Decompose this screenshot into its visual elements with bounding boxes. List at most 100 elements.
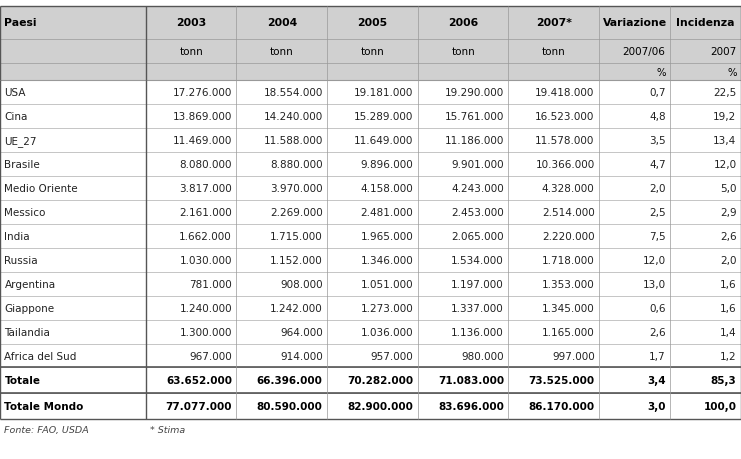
Text: tonn: tonn [179, 47, 203, 57]
Text: 2,5: 2,5 [649, 207, 665, 218]
Text: 11.588.000: 11.588.000 [263, 136, 322, 146]
Text: 9.896.000: 9.896.000 [361, 160, 413, 170]
Text: Africa del Sud: Africa del Sud [4, 351, 77, 361]
Text: 3.970.000: 3.970.000 [270, 184, 322, 194]
Text: 19.418.000: 19.418.000 [535, 88, 595, 98]
Text: 1,4: 1,4 [720, 327, 737, 337]
Text: tonn: tonn [361, 47, 385, 57]
Text: 2.269.000: 2.269.000 [270, 207, 322, 218]
Text: Medio Oriente: Medio Oriente [4, 184, 78, 194]
Text: India: India [4, 231, 30, 241]
Text: Incidenza: Incidenza [677, 18, 735, 28]
Text: 1.534.000: 1.534.000 [451, 255, 504, 265]
Text: 1,6: 1,6 [720, 303, 737, 313]
Text: 9.901.000: 9.901.000 [451, 160, 504, 170]
Text: 19,2: 19,2 [714, 112, 737, 122]
Text: 1.240.000: 1.240.000 [179, 303, 232, 313]
Text: 2007/06: 2007/06 [622, 47, 665, 57]
Text: 2007: 2007 [711, 47, 737, 57]
Text: 1.165.000: 1.165.000 [542, 327, 595, 337]
Text: 19.181.000: 19.181.000 [354, 88, 413, 98]
Text: 964.000: 964.000 [280, 327, 322, 337]
Bar [0, 224, 741, 248]
Bar [0, 177, 741, 201]
Text: 914.000: 914.000 [280, 351, 322, 361]
Text: Russia: Russia [4, 255, 38, 265]
Bar [0, 272, 741, 296]
Text: 2.065.000: 2.065.000 [451, 231, 504, 241]
Text: 1.345.000: 1.345.000 [542, 303, 595, 313]
Text: 1.346.000: 1.346.000 [361, 255, 413, 265]
Text: Paesi: Paesi [4, 18, 37, 28]
Text: 13,4: 13,4 [714, 136, 737, 146]
Text: %: % [727, 67, 737, 78]
Text: tonn: tonn [542, 47, 565, 57]
Bar [0, 296, 741, 320]
Text: 1.036.000: 1.036.000 [361, 327, 413, 337]
Text: 1,7: 1,7 [649, 351, 665, 361]
Text: 908.000: 908.000 [280, 279, 322, 289]
Text: 8.880.000: 8.880.000 [270, 160, 322, 170]
Text: 4,8: 4,8 [649, 112, 665, 122]
Text: 5,0: 5,0 [720, 184, 737, 194]
Text: 1.242.000: 1.242.000 [270, 303, 322, 313]
Text: Fonte: FAO, USDA: Fonte: FAO, USDA [4, 425, 89, 434]
Text: 86.170.000: 86.170.000 [528, 401, 595, 411]
Text: 11.649.000: 11.649.000 [354, 136, 413, 146]
Text: 967.000: 967.000 [189, 351, 232, 361]
Text: 1.337.000: 1.337.000 [451, 303, 504, 313]
Text: 2.220.000: 2.220.000 [542, 231, 595, 241]
Text: 8.080.000: 8.080.000 [179, 160, 232, 170]
Bar [0, 201, 741, 224]
Text: Cina: Cina [4, 112, 28, 122]
Bar [0, 129, 741, 153]
Text: 2005: 2005 [357, 18, 388, 28]
Bar [0, 105, 741, 129]
Text: 2006: 2006 [448, 18, 478, 28]
Text: 77.077.000: 77.077.000 [165, 401, 232, 411]
Text: 15.289.000: 15.289.000 [354, 112, 413, 122]
Text: 1.030.000: 1.030.000 [179, 255, 232, 265]
Text: 1.136.000: 1.136.000 [451, 327, 504, 337]
Text: 2004: 2004 [267, 18, 297, 28]
Text: 781.000: 781.000 [189, 279, 232, 289]
Text: 2,9: 2,9 [720, 207, 737, 218]
Text: tonn: tonn [270, 47, 293, 57]
Text: 11.186.000: 11.186.000 [445, 136, 504, 146]
Text: 3,4: 3,4 [647, 375, 665, 386]
Text: 12,0: 12,0 [642, 255, 665, 265]
Text: 14.240.000: 14.240.000 [264, 112, 322, 122]
Text: 4.158.000: 4.158.000 [361, 184, 413, 194]
Text: 1.718.000: 1.718.000 [542, 255, 595, 265]
Text: 85,3: 85,3 [711, 375, 737, 386]
Text: 11.578.000: 11.578.000 [535, 136, 595, 146]
Text: 63.652.000: 63.652.000 [166, 375, 232, 386]
Text: 17.276.000: 17.276.000 [173, 88, 232, 98]
Text: %: % [656, 67, 665, 78]
Text: 100,0: 100,0 [703, 401, 737, 411]
Text: 1,2: 1,2 [720, 351, 737, 361]
Text: Messico: Messico [4, 207, 46, 218]
Text: Giappone: Giappone [4, 303, 55, 313]
Text: 2,0: 2,0 [649, 184, 665, 194]
Text: 3,5: 3,5 [649, 136, 665, 146]
Bar [0, 344, 741, 368]
Text: 19.290.000: 19.290.000 [445, 88, 504, 98]
Text: 13.869.000: 13.869.000 [173, 112, 232, 122]
Text: 980.000: 980.000 [462, 351, 504, 361]
Text: 3,0: 3,0 [647, 401, 665, 411]
Text: 4,7: 4,7 [649, 160, 665, 170]
Text: 15.761.000: 15.761.000 [445, 112, 504, 122]
Text: * Stima: * Stima [150, 425, 185, 434]
Text: 2.161.000: 2.161.000 [179, 207, 232, 218]
Text: Totale: Totale [4, 375, 41, 386]
Text: 1.300.000: 1.300.000 [179, 327, 232, 337]
Text: 3.817.000: 3.817.000 [179, 184, 232, 194]
Text: USA: USA [4, 88, 26, 98]
Text: 0,7: 0,7 [649, 88, 665, 98]
Text: 0,6: 0,6 [649, 303, 665, 313]
Bar [0, 81, 741, 105]
Bar [0, 7, 741, 81]
Text: 1.051.000: 1.051.000 [361, 279, 413, 289]
Bar [0, 368, 741, 393]
